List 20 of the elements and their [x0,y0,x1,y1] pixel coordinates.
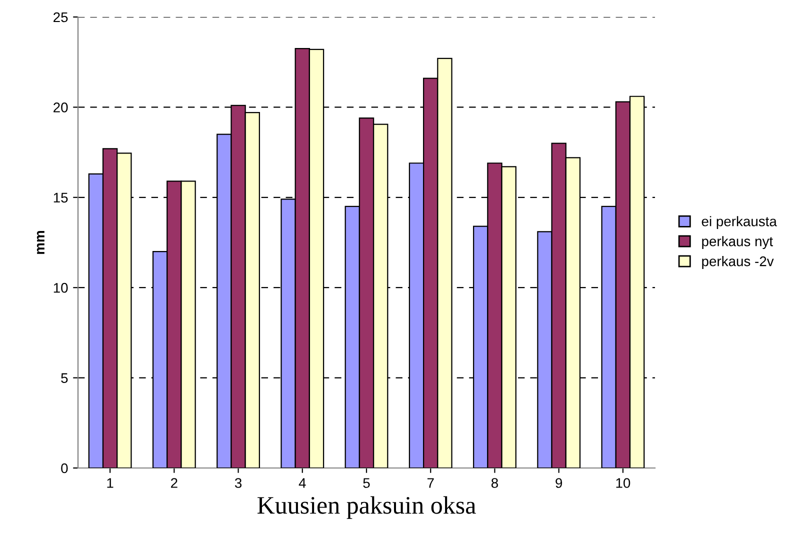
x-tick-label: 2 [171,478,178,488]
x-tick-label: 3 [234,478,242,488]
x-tick-label: 5 [363,478,370,488]
y-tick-label: 25 [54,12,68,22]
x-tick-label: 1 [107,478,114,488]
y-tick-label: 20 [54,102,68,112]
x-axis-title: Kuusien paksuin oksa [258,496,476,519]
x-tick-label: 10 [616,478,630,488]
x-tick-label: 8 [491,478,498,488]
y-axis-title: mm [36,231,44,254]
y-tick-label: 10 [54,282,68,293]
legend-label: perkaus nyt [702,236,773,250]
legend-label: perkaus -2v [702,256,774,269]
x-tick-label: 7 [427,478,434,488]
y-tick-label: 5 [61,373,68,383]
x-tick-label: 4 [298,478,306,488]
x-tick-label: 9 [556,478,562,488]
y-tick-label: 0 [61,463,68,474]
legend-label: ei perkausta [702,216,777,230]
y-tick-label: 15 [54,192,68,203]
